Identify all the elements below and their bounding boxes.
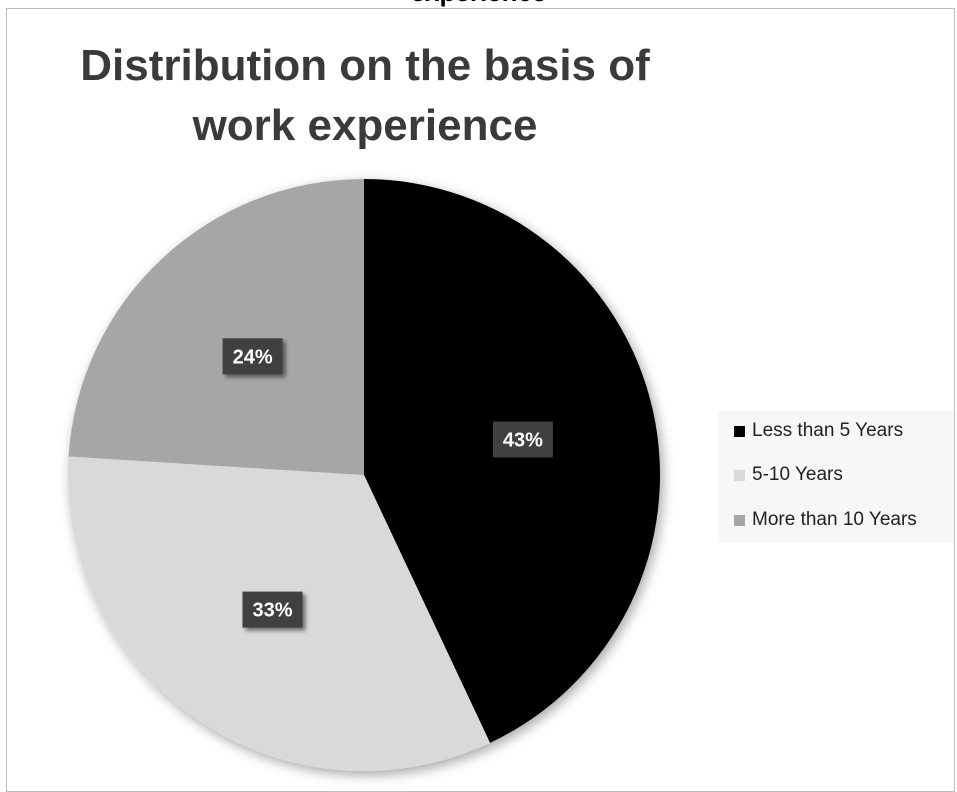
legend-swatch-more-than-10-years <box>734 514 745 526</box>
data-label-5-10-years: 33% <box>242 591 303 628</box>
legend-swatch-5-10-years <box>734 469 745 481</box>
legend-label: Less than 5 Years <box>752 420 904 441</box>
data-label-text: 24% <box>233 346 273 368</box>
legend-swatch-less-than-5-years <box>734 425 745 437</box>
data-label-box <box>242 591 303 628</box>
chart-title: Distribution on the basis of work experi… <box>80 41 650 150</box>
legend: Less than 5 Years 5-10 Years More than 1… <box>718 411 954 543</box>
data-label-text: 43% <box>503 430 543 452</box>
data-label-less-than-5-years: 43% <box>492 421 553 458</box>
data-label-box <box>492 421 553 458</box>
data-label-more-than-10-years: 24% <box>222 338 283 375</box>
legend-item-more-than-10-years: More than 10 Years <box>734 508 917 532</box>
data-label-box <box>222 338 283 375</box>
pie-slice-less-than-5-years <box>364 179 661 743</box>
legend-item-less-than-5-years: Less than 5 Years <box>734 419 903 443</box>
clipped-chart-title: experience <box>0 0 957 7</box>
data-label-text: 33% <box>252 600 292 622</box>
legend-label: 5-10 Years <box>752 464 843 485</box>
legend-item-5-10-years: 5-10 Years <box>734 463 843 487</box>
pie-slice-more-than-10-years <box>68 179 364 475</box>
legend-label: More than 10 Years <box>752 509 917 530</box>
